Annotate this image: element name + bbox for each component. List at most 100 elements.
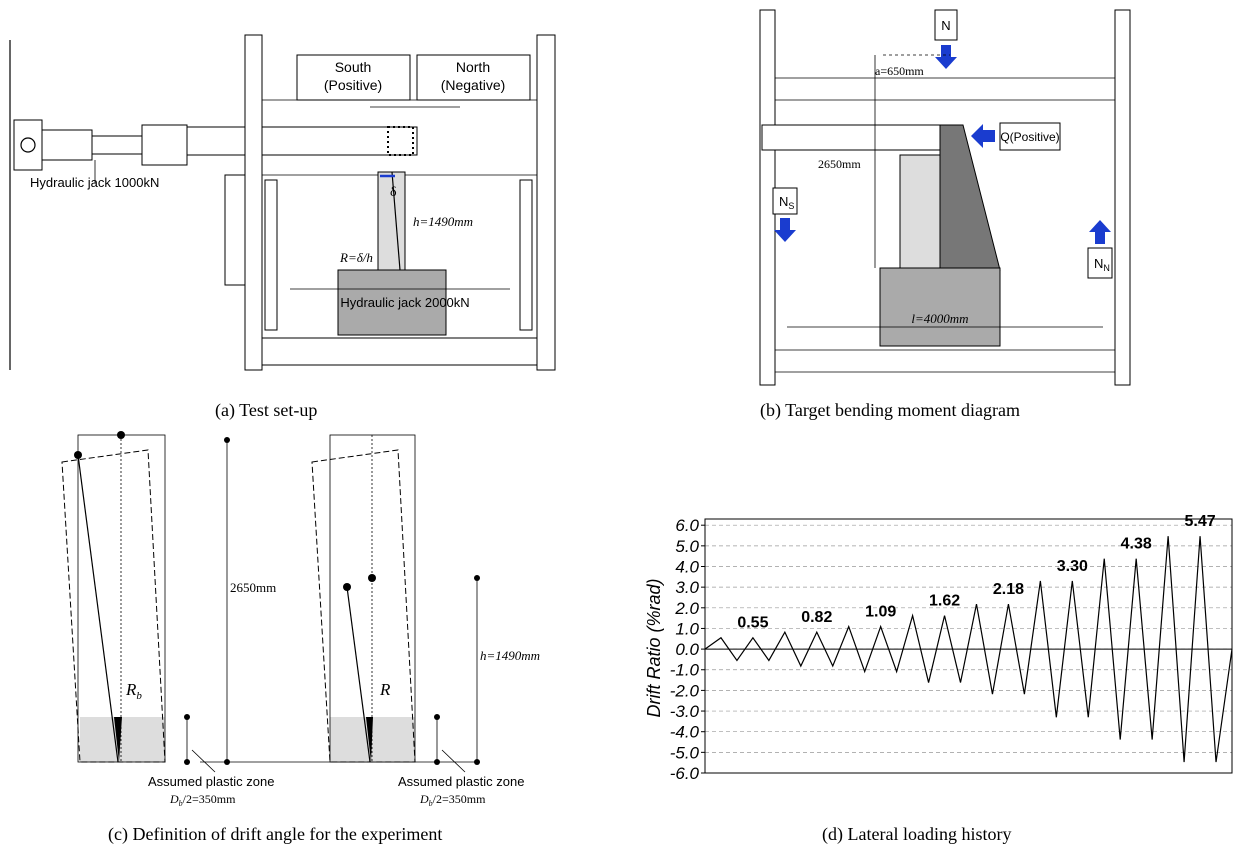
jack-base (14, 120, 42, 170)
label: R=δ/h (339, 250, 373, 265)
peak-label: 2.18 (993, 581, 1024, 598)
label: Hydraulic jack 2000kN (340, 295, 469, 310)
column-outline (78, 435, 165, 762)
jack-head (142, 125, 187, 165)
label: a=650mm (875, 64, 924, 78)
label: North (456, 59, 490, 75)
caption: (c) Definition of drift angle for the ex… (108, 824, 442, 845)
column-left (245, 35, 262, 370)
label: h=1490mm (413, 214, 473, 229)
label: 2650mm (230, 580, 276, 595)
label: l=4000mm (911, 311, 968, 326)
label: Db/2=350mm (169, 792, 236, 808)
panel-b: N a=650mm 2650mm Q(Positive) l=4000mm NS… (760, 10, 1130, 421)
moment-diagram (940, 125, 1000, 270)
panel-d: (d) Lateral loading history Drift Ratio … (644, 513, 1232, 845)
label: δ (390, 185, 397, 200)
loading-beam (762, 125, 962, 150)
label: Q(Positive) (1000, 130, 1059, 144)
label: Db/2=350mm (419, 792, 486, 808)
point (474, 759, 480, 765)
arrow (971, 124, 995, 148)
y-tick-label: -1.0 (670, 661, 700, 680)
point (184, 759, 190, 765)
label: Assumed plastic zone (398, 774, 524, 789)
label: (Negative) (441, 77, 506, 93)
y-tick-label: 5.0 (675, 537, 699, 556)
y-tick-label: 4.0 (675, 557, 699, 576)
bottom-beam (262, 338, 537, 365)
peak-label: 3.30 (1057, 558, 1088, 575)
jack-right (520, 180, 532, 330)
y-tick-label: 2.0 (674, 599, 699, 618)
column-right (1115, 10, 1130, 385)
loading-beam (187, 127, 417, 155)
point (434, 714, 440, 720)
y-tick-label: 3.0 (675, 578, 699, 597)
label: Assumed plastic zone (148, 774, 274, 789)
label-main: R (125, 680, 137, 699)
jack-body (42, 130, 92, 160)
label-rest: /2=350mm (183, 792, 236, 806)
label: h=1490mm (480, 648, 540, 663)
panel-c: Rb 2650mm R h=1490mm Assumed plastic zon… (62, 431, 540, 845)
y-tick-label: -4.0 (670, 723, 700, 742)
label-main: D (419, 792, 429, 806)
point (224, 437, 230, 443)
counterweight (225, 175, 245, 285)
y-tick-label: 6.0 (675, 516, 699, 535)
label: South (335, 59, 372, 75)
y-tick-label: 1.0 (675, 619, 699, 638)
caption: (a) Test set-up (215, 400, 317, 421)
peak-label: 1.09 (865, 604, 896, 621)
peak-label: 4.38 (1121, 536, 1152, 553)
peak-label: 0.55 (737, 615, 768, 632)
label: (Positive) (324, 77, 382, 93)
label: N (941, 18, 950, 33)
y-tick-label: -3.0 (670, 702, 700, 721)
column-right (537, 35, 555, 370)
peak-label: 1.62 (929, 593, 960, 610)
label: 2650mm (818, 157, 861, 171)
point (343, 583, 351, 591)
deformed-outline (62, 450, 165, 762)
y-tick-label: 0.0 (675, 640, 699, 659)
leader (442, 750, 465, 772)
point (74, 451, 82, 459)
point (474, 575, 480, 581)
arrow (935, 45, 957, 69)
point (184, 714, 190, 720)
label-sub: S (788, 201, 794, 211)
arrow (774, 218, 796, 242)
caption: (b) Target bending moment diagram (760, 400, 1020, 421)
leader (192, 750, 215, 772)
panel-a: South (Positive) North (Negative) Hydrau… (10, 35, 555, 421)
label-rest: /2=350mm (433, 792, 486, 806)
jack-rod (92, 136, 142, 154)
specimen (900, 155, 940, 270)
chord (78, 455, 118, 762)
peak-label: 0.82 (801, 609, 832, 626)
label-sub: N (1103, 263, 1110, 273)
y-tick-label: -5.0 (670, 743, 700, 762)
y-tick-label: -2.0 (670, 681, 700, 700)
label-sub: b (136, 690, 142, 702)
point (117, 431, 125, 439)
jack-left (265, 180, 277, 330)
caption: (d) Lateral loading history (822, 824, 1011, 845)
peak-label: 5.47 (1184, 513, 1215, 530)
label-main: N (779, 194, 788, 209)
base-block (880, 268, 1000, 346)
point (368, 574, 376, 582)
label-main: N (1094, 256, 1103, 271)
column-outline (330, 435, 415, 762)
arrow (1089, 220, 1111, 244)
figure: South (Positive) North (Negative) Hydrau… (0, 0, 1239, 854)
point (224, 759, 230, 765)
label-main: D (169, 792, 179, 806)
label: Rb (125, 680, 142, 702)
point (434, 759, 440, 765)
y-axis-label: Drift Ratio (%rad) (644, 578, 664, 717)
plastic-zone (80, 717, 165, 762)
label: R (379, 680, 391, 699)
